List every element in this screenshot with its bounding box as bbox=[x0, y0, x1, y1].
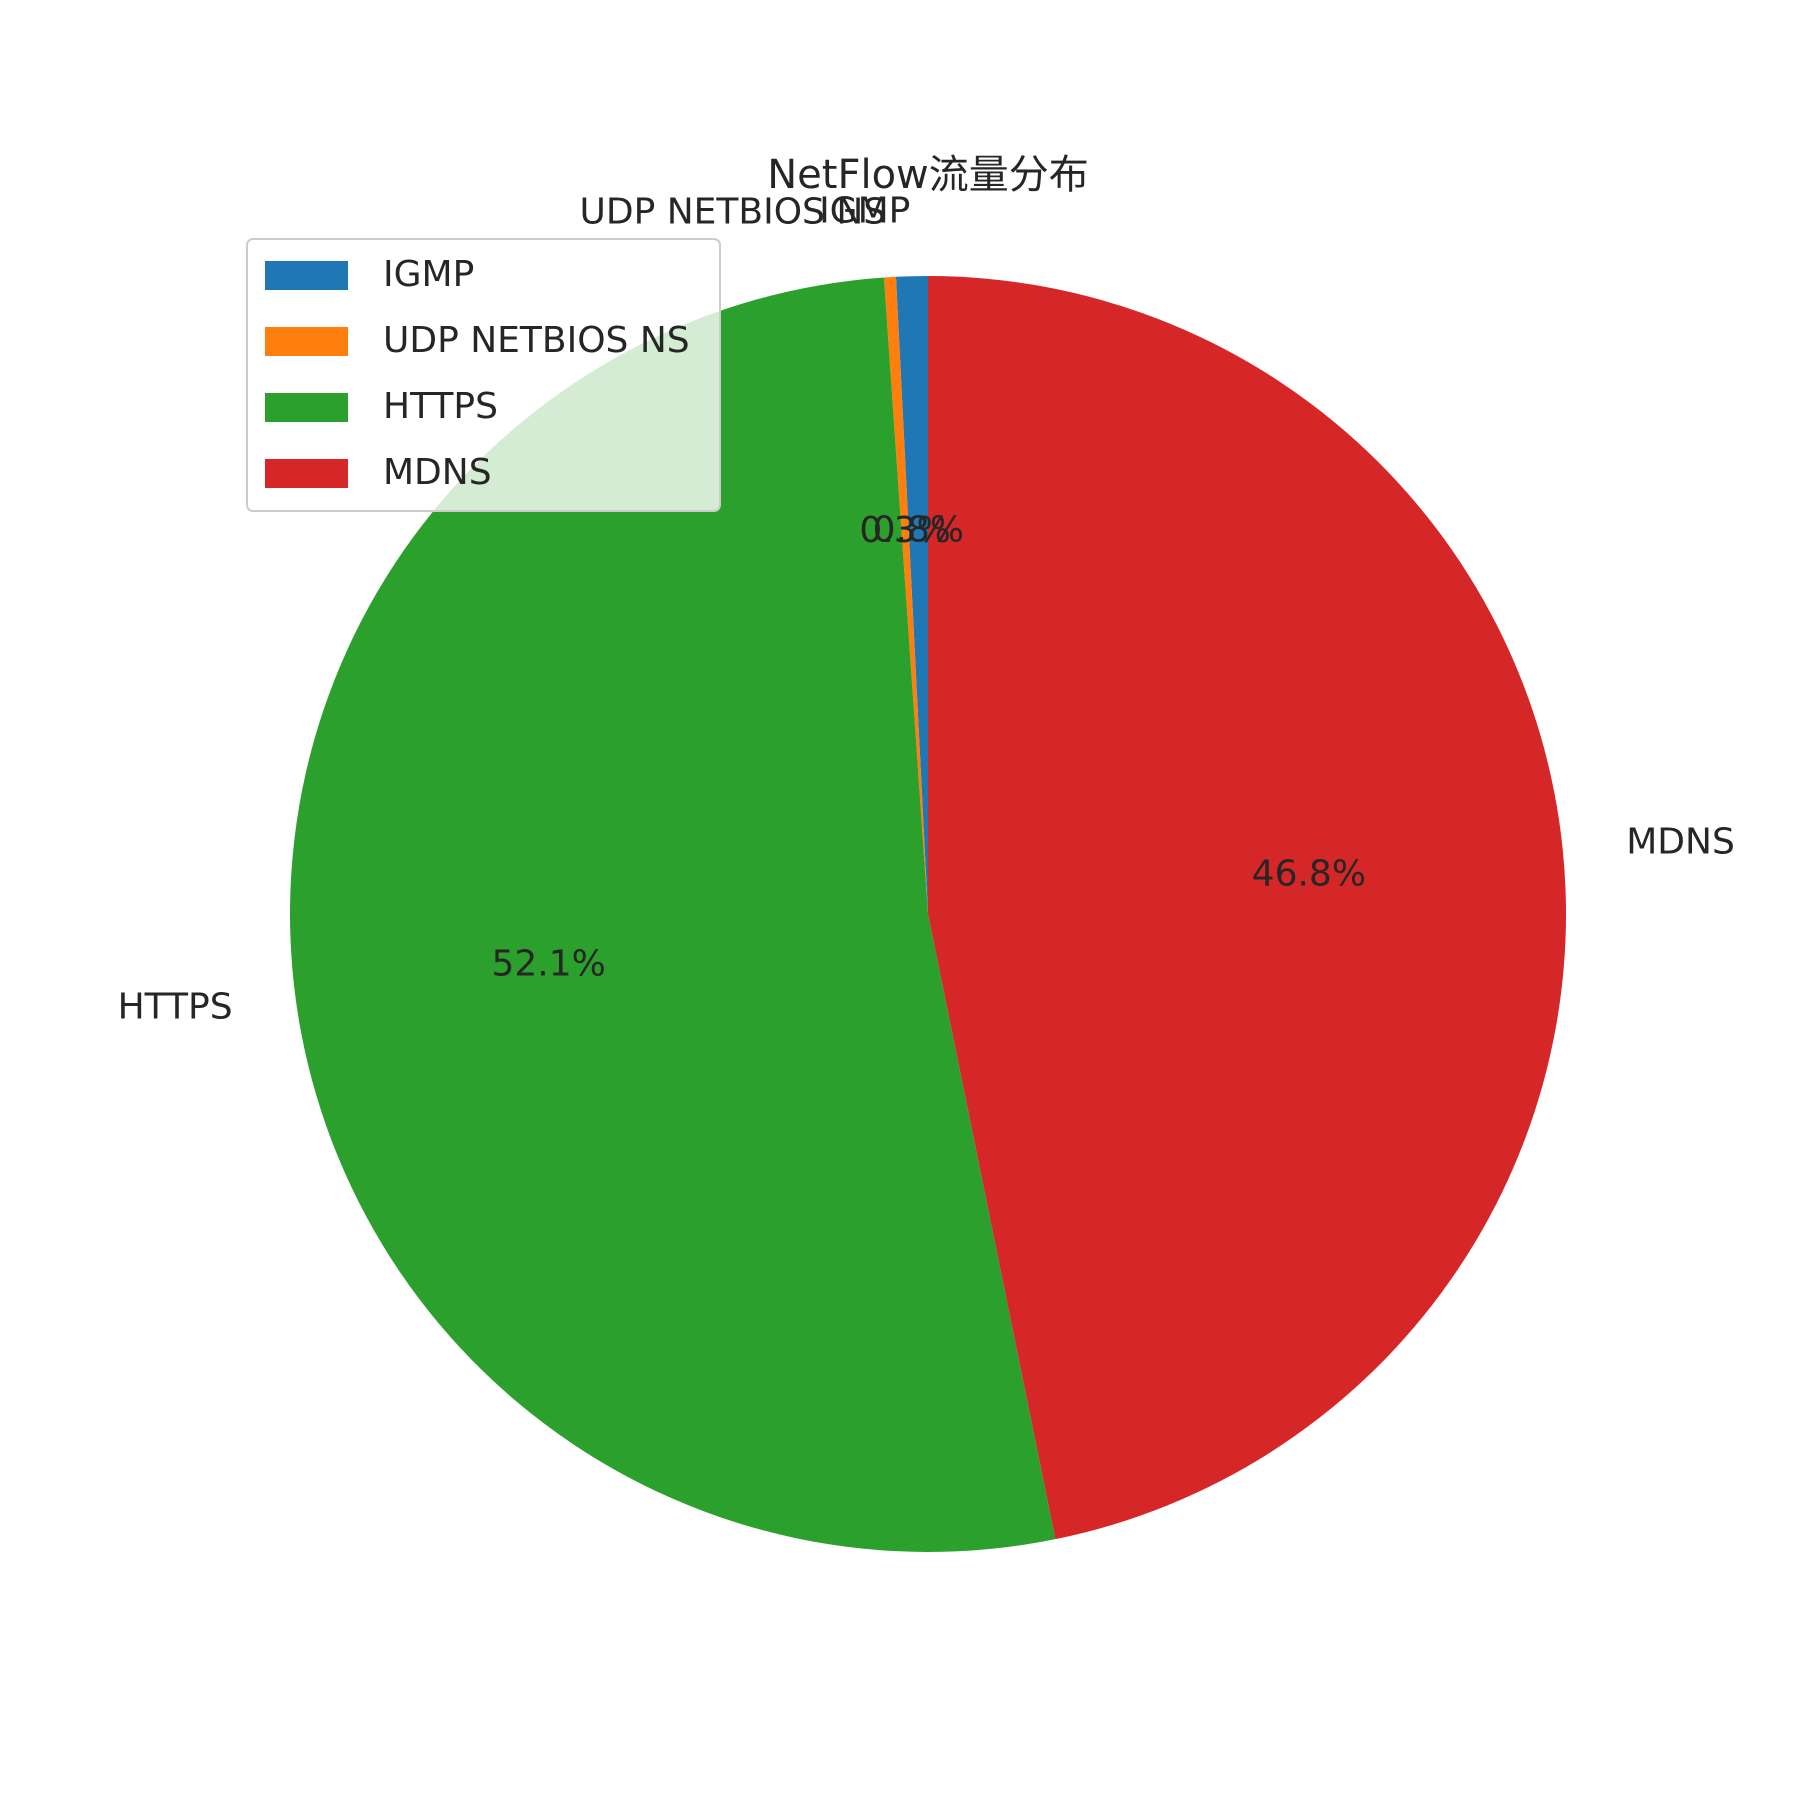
slice-label-https: HTTPS bbox=[118, 987, 233, 1028]
legend-label-https: HTTPS bbox=[383, 386, 498, 427]
legend-label-udp-netbios-ns: UDP NETBIOS NS bbox=[383, 320, 690, 361]
slice-https bbox=[290, 277, 1056, 1553]
percent-label-https: 52.1% bbox=[492, 944, 606, 985]
legend-label-igmp: IGMP bbox=[383, 254, 474, 295]
legend-swatch-igmp bbox=[265, 261, 348, 290]
percent-label-mdns: 46.8% bbox=[1252, 854, 1366, 895]
chart-title: NetFlow流量分布 bbox=[767, 152, 1089, 198]
legend-swatch-mdns bbox=[265, 459, 348, 488]
legend: IGMP UDP NETBIOS NS HTTPS MDNS bbox=[246, 238, 721, 512]
slice-label-udp-netbios-ns: UDP NETBIOS NS bbox=[580, 191, 887, 232]
percent-label-igmp: 0.8% bbox=[873, 509, 964, 550]
slice-label-mdns: MDNS bbox=[1626, 822, 1735, 863]
legend-swatch-https bbox=[265, 393, 348, 422]
slice-igmp bbox=[895, 276, 928, 914]
slice-udp-netbios-ns bbox=[883, 276, 928, 915]
legend-frame bbox=[246, 238, 721, 512]
percent-label-udp-netbios-ns: 0.3% bbox=[859, 510, 950, 551]
legend-items: IGMP UDP NETBIOS NS HTTPS MDNS bbox=[265, 254, 690, 493]
legend-swatch-udp-netbios-ns bbox=[265, 327, 348, 356]
legend-label-mdns: MDNS bbox=[383, 452, 492, 493]
pie-slices bbox=[290, 276, 1566, 1553]
slice-label-igmp: IGMP bbox=[819, 190, 910, 231]
slice-mdns bbox=[928, 276, 1566, 1540]
percent-labels: 0.8%0.3% 52.1% 46.8% bbox=[492, 509, 1367, 984]
